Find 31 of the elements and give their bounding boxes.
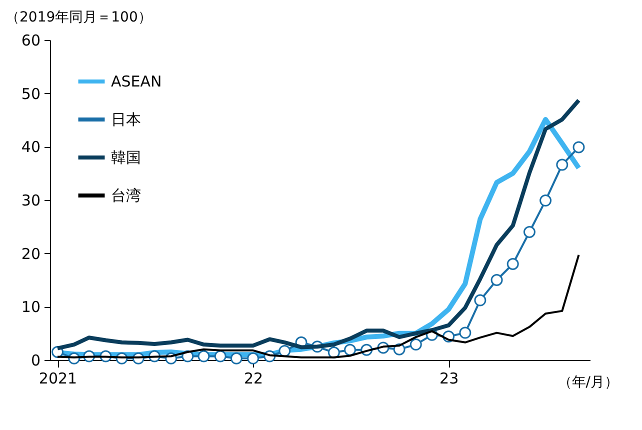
x-tick-label: 2021 [38,370,78,388]
point [230,352,242,364]
legend-label: 韓国 [111,148,141,166]
point [247,352,260,364]
point [556,158,568,171]
point [214,350,226,362]
point [278,344,291,357]
point [540,194,552,207]
point [410,338,422,351]
y-tick-label: 20 [21,244,40,263]
y-tick-label: 40 [21,138,40,156]
point [506,258,519,270]
x-axis-title: （年/月） [558,374,618,390]
y-axis-title: （2019年同月＝100） [6,10,152,26]
x-tick-label: 23 [440,370,459,388]
y-tick-label: 50 [21,84,40,103]
y-tick-label: 30 [21,192,40,210]
legend-label: ASEAN [111,72,162,90]
point [474,294,486,306]
point [523,226,536,238]
y-tick-label: 0 [30,352,40,370]
point [344,344,356,356]
point [490,274,503,286]
point [572,141,585,154]
y-tick-label: 10 [21,298,40,316]
x-tick-label: 22 [244,370,264,388]
point [198,350,210,362]
legend-label: 日本 [111,110,141,128]
y-tick-label: 60 [21,32,40,50]
legend-label: 台湾 [111,186,141,204]
point [459,326,472,339]
